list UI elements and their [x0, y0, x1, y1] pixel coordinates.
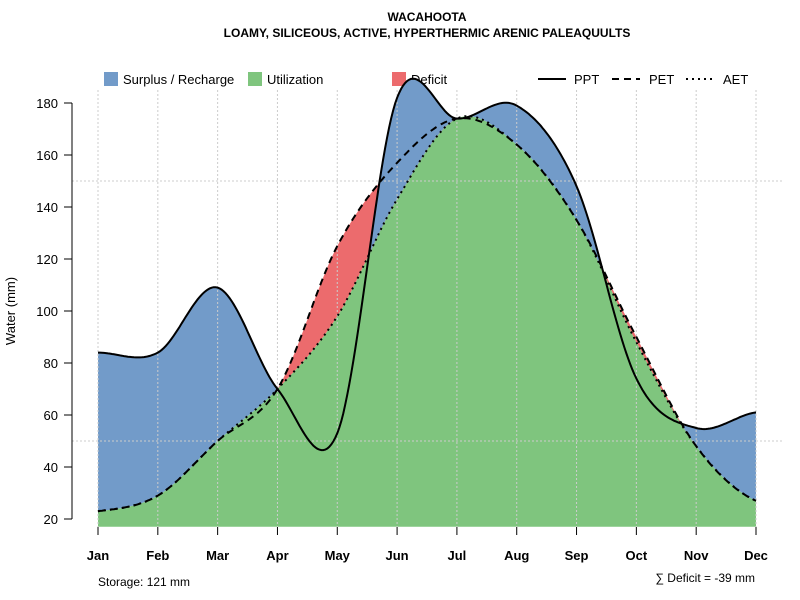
y-tick-label: 120 [36, 252, 58, 267]
legend-label-utilization: Utilization [267, 72, 323, 87]
legend-label-ppt: PPT [574, 72, 599, 87]
deficit-area [98, 116, 756, 512]
chart-title: WACAHOOTA [387, 10, 466, 24]
legend-swatch-utilization [248, 72, 262, 86]
legend-label-pet: PET [649, 72, 674, 87]
x-tick-label-jul: Jul [448, 548, 467, 563]
chart-subtitle: LOAMY, SILICEOUS, ACTIVE, HYPERTHERMIC A… [224, 26, 631, 40]
y-tick-label: 80 [44, 356, 58, 371]
legend: Surplus / Recharge Utilization Deficit P… [104, 72, 748, 87]
y-tick-label: 40 [44, 460, 58, 475]
x-tick-label-jun: Jun [386, 548, 409, 563]
storage-annotation: Storage: 121 mm [98, 575, 190, 589]
x-tick-label-nov: Nov [684, 548, 709, 563]
y-tick-label: 160 [36, 148, 58, 163]
legend-swatch-surplus [104, 72, 118, 86]
y-tick-label: 180 [36, 96, 58, 111]
y-tick-label: 20 [44, 512, 58, 527]
series-line-ppt [98, 77, 757, 452]
legend-label-surplus: Surplus / Recharge [123, 72, 234, 87]
legend-swatch-deficit [392, 72, 406, 86]
x-tick-label-may: May [325, 548, 351, 563]
x-tick-label-oct: Oct [626, 548, 648, 563]
x-tick-label-aug: Aug [504, 548, 529, 563]
utilization-area [98, 116, 756, 527]
legend-label-aet: AET [723, 72, 748, 87]
x-tick-label-mar: Mar [206, 548, 229, 563]
y-tick-label: 100 [36, 304, 58, 319]
x-tick-label-sep: Sep [565, 548, 589, 563]
y-axis-label: Water (mm) [3, 277, 18, 345]
x-tick-label-feb: Feb [146, 548, 169, 563]
y-tick-label: 140 [36, 200, 58, 215]
deficit-annotation: ∑ Deficit = -39 mm [655, 571, 755, 585]
y-tick-label: 60 [44, 408, 58, 423]
x-tick-label-dec: Dec [744, 548, 768, 563]
x-tick-label-jan: Jan [87, 548, 109, 563]
x-tick-label-apr: Apr [266, 548, 288, 563]
surplus-area [98, 78, 756, 512]
